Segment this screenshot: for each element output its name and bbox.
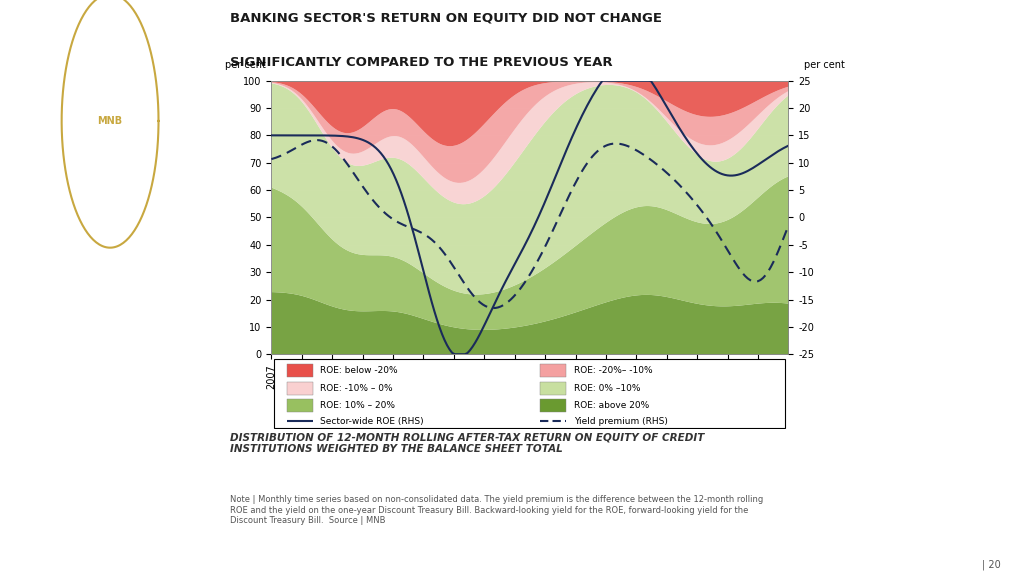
Text: The profitability of banks
was: The profitability of banks was — [811, 150, 950, 172]
Bar — [287, 399, 312, 412]
Bar — [541, 382, 566, 395]
Text: SIGNIFICANTLY COMPARED TO THE PREVIOUS YEAR: SIGNIFICANTLY COMPARED TO THE PREVIOUS Y… — [230, 56, 613, 70]
Text: ROE: -20%– -10%: ROE: -20%– -10% — [573, 366, 652, 376]
Bar — [541, 365, 566, 377]
Text: Yield premium (RHS): Yield premium (RHS) — [573, 416, 668, 426]
FancyBboxPatch shape — [274, 358, 784, 427]
Text: per cent: per cent — [225, 60, 265, 70]
Text: MNB: MNB — [97, 116, 123, 126]
Text: sajto@mnb.hu: sajto@mnb.hu — [78, 370, 142, 379]
Text: DISTRIBUTION OF 12-MONTH ROLLING AFTER-TAX RETURN ON EQUITY OF CREDIT
INSTITUTIO: DISTRIBUTION OF 12-MONTH ROLLING AFTER-T… — [230, 432, 705, 454]
Text: Sector-wide ROE (RHS): Sector-wide ROE (RHS) — [321, 416, 424, 426]
Bar — [287, 365, 312, 377]
Text: ROE: above 20%: ROE: above 20% — [573, 401, 649, 410]
Text: on a balance
sheet total basis.: on a balance sheet total basis. — [811, 291, 907, 313]
Bar — [541, 399, 566, 412]
Text: BANKING SECTOR'S RETURN ON EQUITY DID NOT CHANGE: BANKING SECTOR'S RETURN ON EQUITY DID NO… — [230, 12, 663, 25]
Text: | 20: | 20 — [982, 560, 1000, 570]
Text: Q U E S T I O N S: Q U E S T I O N S — [73, 335, 147, 344]
Text: Note | Monthly time series based on non-consolidated data. The yield premium is : Note | Monthly time series based on non-… — [230, 495, 764, 525]
Text: ROE: -10% – 0%: ROE: -10% – 0% — [321, 384, 393, 393]
Text: per cent: per cent — [805, 60, 846, 70]
Text: ROE: 0% –10%: ROE: 0% –10% — [573, 384, 640, 393]
Bar — [287, 382, 312, 395]
Text: RoE (2022): 9%: RoE (2022): 9% — [811, 100, 920, 113]
Text: ROE: below -20%: ROE: below -20% — [321, 366, 398, 376]
Text: well below the cost of
equity for nearly one third
of the sector: well below the cost of equity for nearly… — [811, 203, 977, 237]
Text: ROE: 10% – 20%: ROE: 10% – 20% — [321, 401, 395, 410]
